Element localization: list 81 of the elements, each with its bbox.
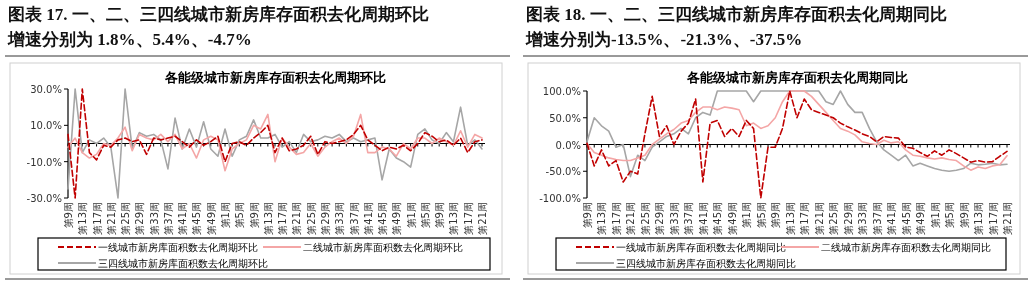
- x-tick-label: 第45周: [900, 202, 912, 235]
- x-tick-label: 第17周: [462, 202, 474, 235]
- x-tick-label: 第1周: [220, 202, 232, 229]
- legend-label: 二线城市新房库面积数去化周期环比: [303, 242, 463, 253]
- x-tick-label: 第45周: [712, 202, 724, 235]
- x-tick-label: 第29周: [654, 202, 666, 235]
- line-series: [67, 113, 483, 172]
- x-tick-label: 第21周: [813, 202, 825, 235]
- x-tick-label: 第25周: [828, 202, 840, 235]
- x-tick-label: 第49周: [915, 202, 927, 235]
- y-tick-label: -30.0%: [26, 193, 62, 204]
- legend-label: 三四线城市新房库面积数去化周期环比: [98, 258, 268, 269]
- x-tick-label: 第1周: [405, 202, 417, 229]
- x-tick-label: 第5周: [234, 202, 246, 229]
- x-tick-label: 第33周: [668, 202, 680, 235]
- x-tick-label: 第5周: [944, 202, 956, 229]
- x-tick-label: 第9周: [63, 202, 74, 229]
- x-tick-label: 第45周: [377, 202, 389, 235]
- legend-label: 三四线城市新房库存面积数去化周期同比: [616, 258, 796, 269]
- x-tick-label: 第9周: [582, 202, 593, 229]
- x-tick-label: 第25周: [639, 202, 651, 235]
- y-tick-label: 100.0%: [542, 86, 581, 97]
- x-tick-label: 第9周: [770, 202, 782, 229]
- x-tick-label: 第13周: [77, 202, 89, 235]
- x-tick-label: 第17周: [91, 202, 103, 235]
- x-tick-label: 第49周: [391, 202, 403, 235]
- x-tick-label: 第25周: [305, 202, 317, 235]
- x-tick-label: 第21周: [1002, 202, 1013, 235]
- x-tick-label: 第37周: [871, 202, 883, 235]
- x-tick-label: 第17周: [799, 202, 811, 235]
- y-tick-label: -100.0%: [539, 193, 581, 204]
- x-tick-label: 第21周: [291, 202, 303, 235]
- line-series: [586, 90, 1008, 199]
- x-tick-label: 第9周: [248, 202, 260, 229]
- x-tick-label: 第29周: [842, 202, 854, 235]
- x-tick-label: 第37周: [683, 202, 695, 235]
- x-tick-label: 第5周: [755, 202, 767, 229]
- x-tick-label: 第41周: [886, 202, 898, 235]
- x-tick-label: 第41周: [362, 202, 374, 235]
- y-tick-label: 0.0%: [555, 139, 581, 151]
- x-tick-label: 第29周: [319, 202, 331, 235]
- x-tick-label: 第33周: [148, 202, 160, 235]
- x-tick-label: 第21周: [477, 202, 488, 235]
- y-tick-label: 10.0%: [30, 120, 62, 132]
- x-tick-label: 第13周: [448, 202, 460, 235]
- y-tick-label: 30.0%: [30, 84, 62, 95]
- y-tick-label: -10.0%: [26, 156, 62, 168]
- x-tick-label: 第17周: [277, 202, 289, 235]
- chart-title: 图表 17. 一、二、三四线城市新房库存面积去化周期环比增速分别为 1.8%、5.4%、-4.7%: [8, 4, 430, 51]
- line-series: [67, 88, 483, 199]
- x-tick-label: 第37周: [348, 202, 360, 235]
- x-tick-label: 第1周: [929, 202, 941, 229]
- x-tick-label: 第13周: [262, 202, 274, 235]
- chart-title: 图表 18. 一、二、三四线城市新房库存面积去化周期同比增速分别为-13.5%、-21.3%、-37.5%: [526, 4, 948, 51]
- x-tick-label: 第29周: [134, 202, 146, 235]
- x-tick-label: 第45周: [191, 202, 203, 235]
- x-tick-label: 第25周: [120, 202, 132, 235]
- x-tick-label: 第21周: [625, 202, 637, 235]
- chart-subtitle: 各能级城市新房库存面积去化周期环比: [163, 70, 386, 85]
- x-tick-label: 第17周: [987, 202, 999, 235]
- x-tick-label: 第13周: [784, 202, 796, 235]
- x-tick-label: 第37周: [162, 202, 174, 235]
- chart-subtitle: 各能级城市新房库存面积去化周期同比: [685, 70, 908, 85]
- x-tick-label: 第13周: [596, 202, 608, 235]
- x-tick-label: 第33周: [857, 202, 869, 235]
- x-tick-label: 第21周: [105, 202, 117, 235]
- x-tick-label: 第41周: [177, 202, 189, 235]
- x-tick-label: 第1周: [741, 202, 753, 229]
- x-tick-label: 第33周: [334, 202, 346, 235]
- x-tick-label: 第5周: [419, 202, 431, 229]
- x-tick-label: 第41周: [697, 202, 709, 235]
- x-tick-label: 第9周: [434, 202, 446, 229]
- y-tick-label: -50.0%: [545, 166, 581, 178]
- x-tick-label: 第17周: [610, 202, 622, 235]
- legend-label: 一线城市新房库面积数去化周期环比: [98, 242, 258, 253]
- x-tick-label: 第9周: [958, 202, 970, 229]
- x-tick-label: 第49周: [726, 202, 738, 235]
- x-tick-label: 第49周: [205, 202, 217, 235]
- y-tick-label: 50.0%: [549, 112, 581, 124]
- x-tick-label: 第13周: [973, 202, 985, 235]
- legend-label: 二线城市新房库存面积数去化周期同比: [821, 242, 991, 253]
